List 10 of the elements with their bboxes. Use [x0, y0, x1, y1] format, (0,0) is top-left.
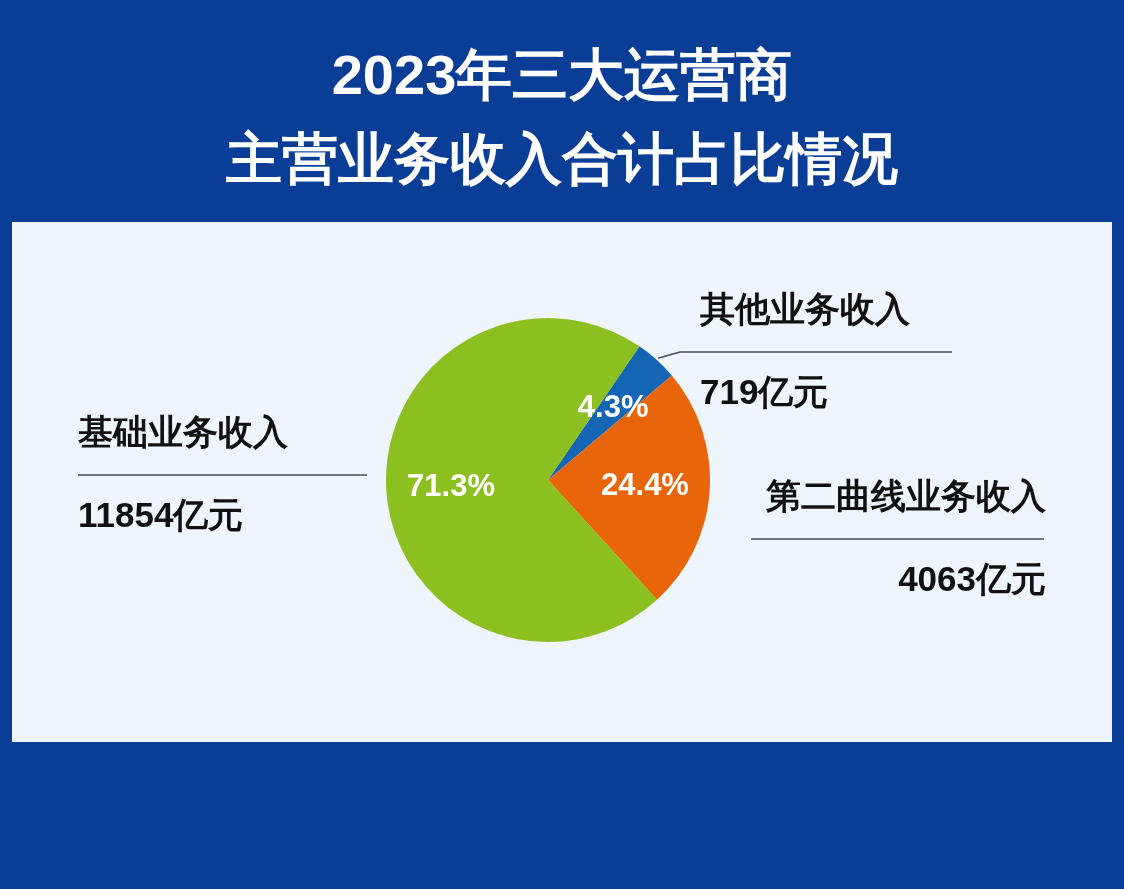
data-label: 24.4%: [601, 467, 689, 503]
text: 11854亿元: [78, 495, 244, 534]
data-label: 71.3%: [407, 467, 495, 503]
slice-label: 基础业务收入: [77, 412, 289, 451]
text: 2023年三大运营商: [331, 43, 793, 106]
text: 719亿元: [700, 372, 829, 411]
slice-label: 其他业务收入: [699, 289, 911, 328]
text: 4063亿元: [898, 559, 1046, 598]
text: 主营业务收入合计占比情况: [226, 127, 898, 190]
slice-label: 第二曲线业务收入: [765, 476, 1047, 515]
